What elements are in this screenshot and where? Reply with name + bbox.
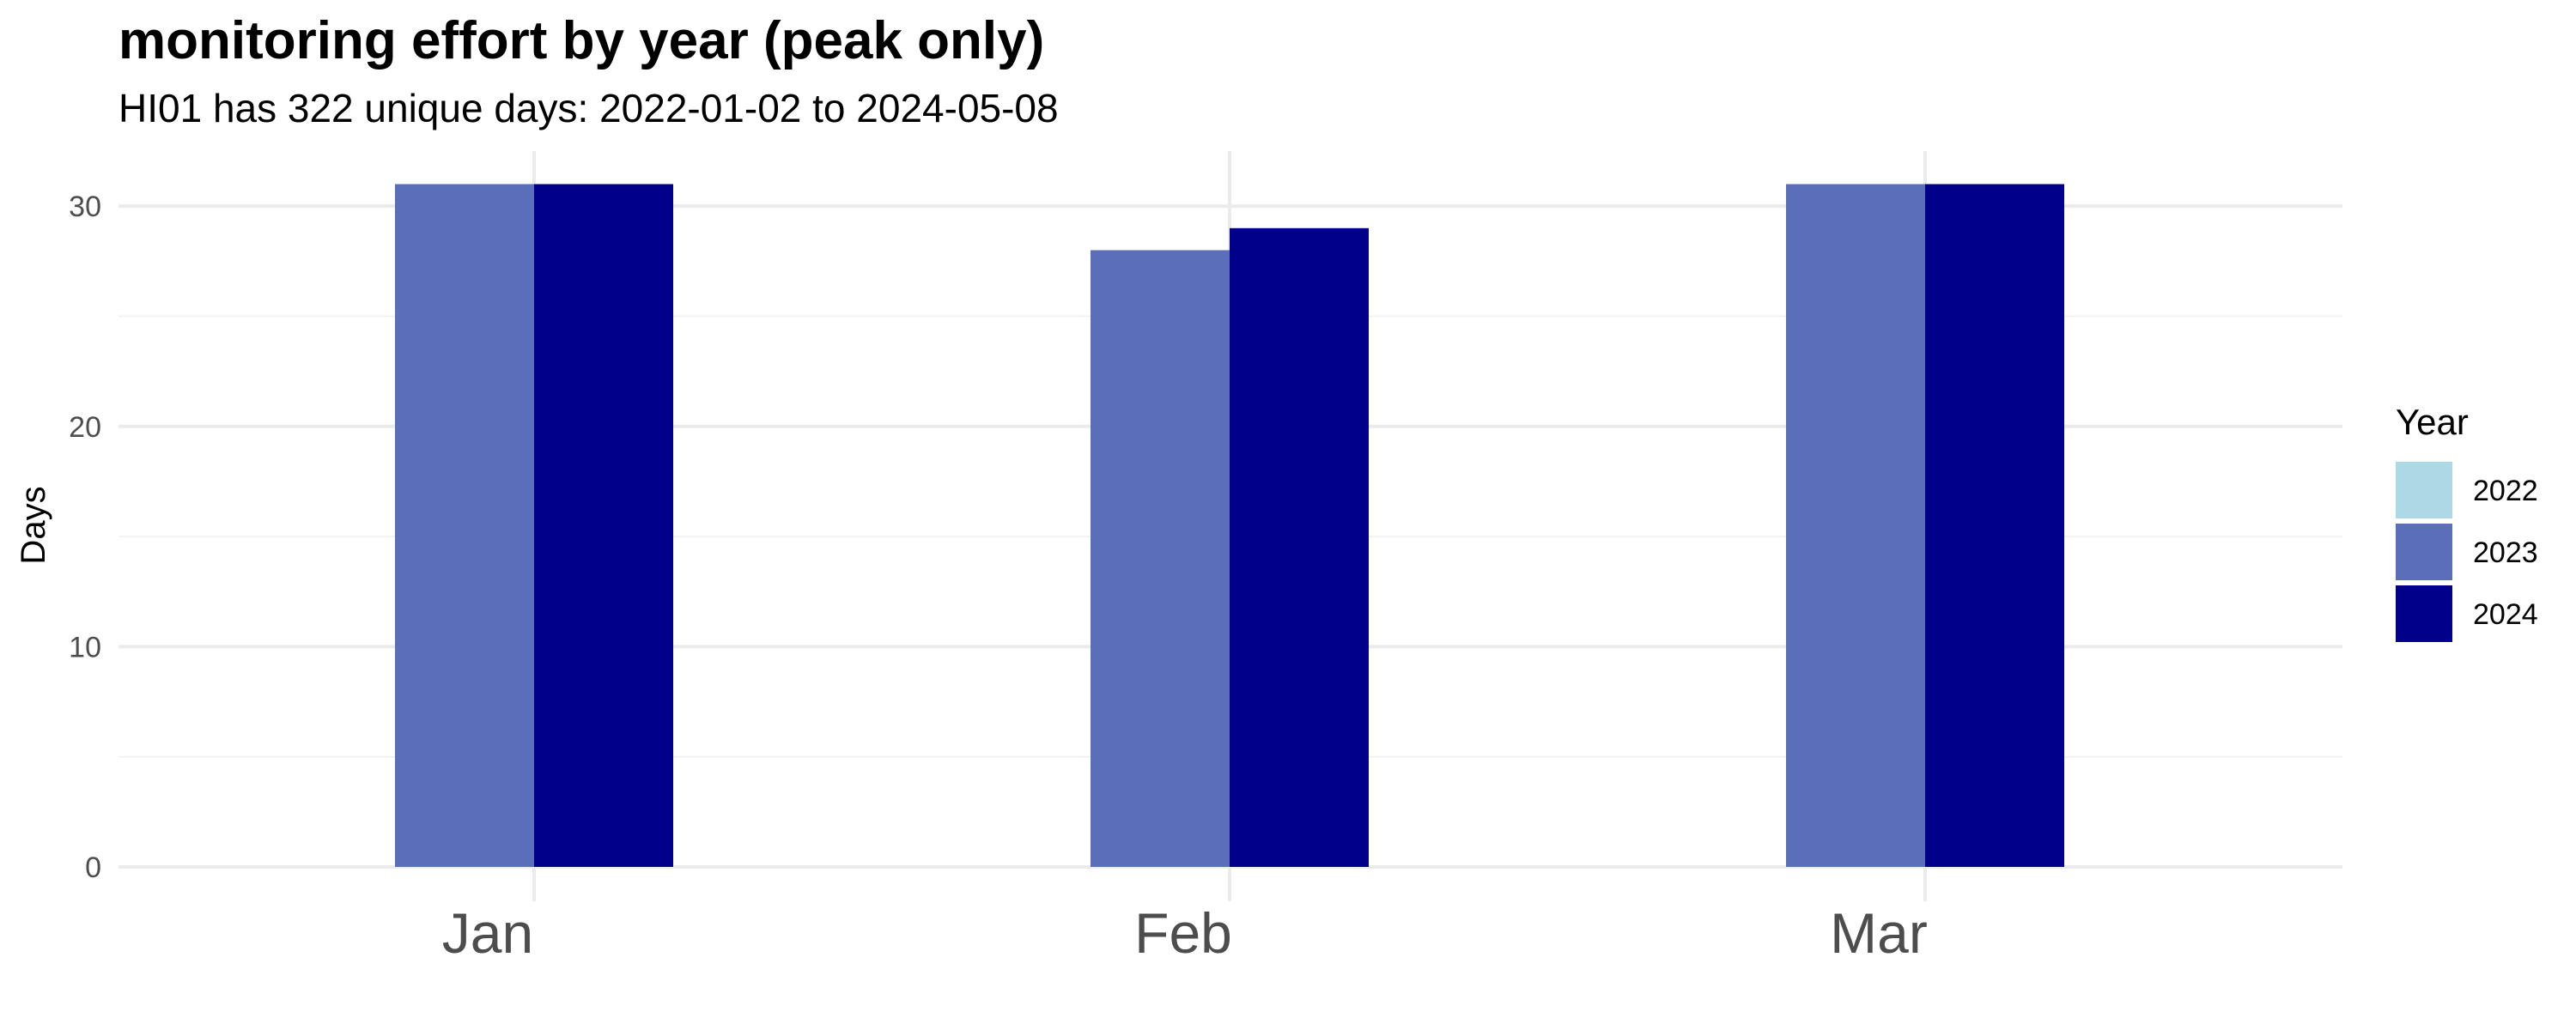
bar-jan-2024 xyxy=(534,184,673,867)
y-tick-label: 30 xyxy=(69,191,101,223)
y-tick-label: 0 xyxy=(85,851,101,884)
bar-feb-2023 xyxy=(1091,250,1230,867)
legend-key-2024 xyxy=(2396,585,2452,642)
bar-mar-2023 xyxy=(1786,184,1925,867)
bar-mar-2024 xyxy=(1925,184,2064,867)
legend-title: Year xyxy=(2396,402,2469,442)
y-tick-label: 10 xyxy=(69,631,101,663)
x-tick-label: Mar xyxy=(1830,901,1928,965)
legend: Year 2022 2023 2024 xyxy=(2396,402,2538,642)
x-tick-label: Jan xyxy=(442,901,533,965)
legend-key-2022 xyxy=(2396,462,2452,518)
bar-feb-2024 xyxy=(1230,227,1369,867)
y-axis-ticks: 0 10 20 30 xyxy=(69,191,101,884)
y-tick-label: 20 xyxy=(69,411,101,444)
chart-title: monitoring effort by year (peak only) xyxy=(118,11,1044,70)
chart-subtitle: HI01 has 322 unique days: 2022-01-02 to … xyxy=(118,86,1059,130)
legend-key-2023 xyxy=(2396,524,2452,580)
y-axis-label: Days xyxy=(15,486,52,564)
x-tick-label: Feb xyxy=(1134,901,1232,965)
x-axis-ticks: Jan Feb Mar xyxy=(442,901,1928,965)
legend-label: 2023 xyxy=(2473,536,2538,569)
legend-label: 2024 xyxy=(2473,598,2538,631)
bars xyxy=(395,184,2064,867)
legend-label: 2022 xyxy=(2473,475,2538,507)
bar-jan-2023 xyxy=(395,184,534,867)
